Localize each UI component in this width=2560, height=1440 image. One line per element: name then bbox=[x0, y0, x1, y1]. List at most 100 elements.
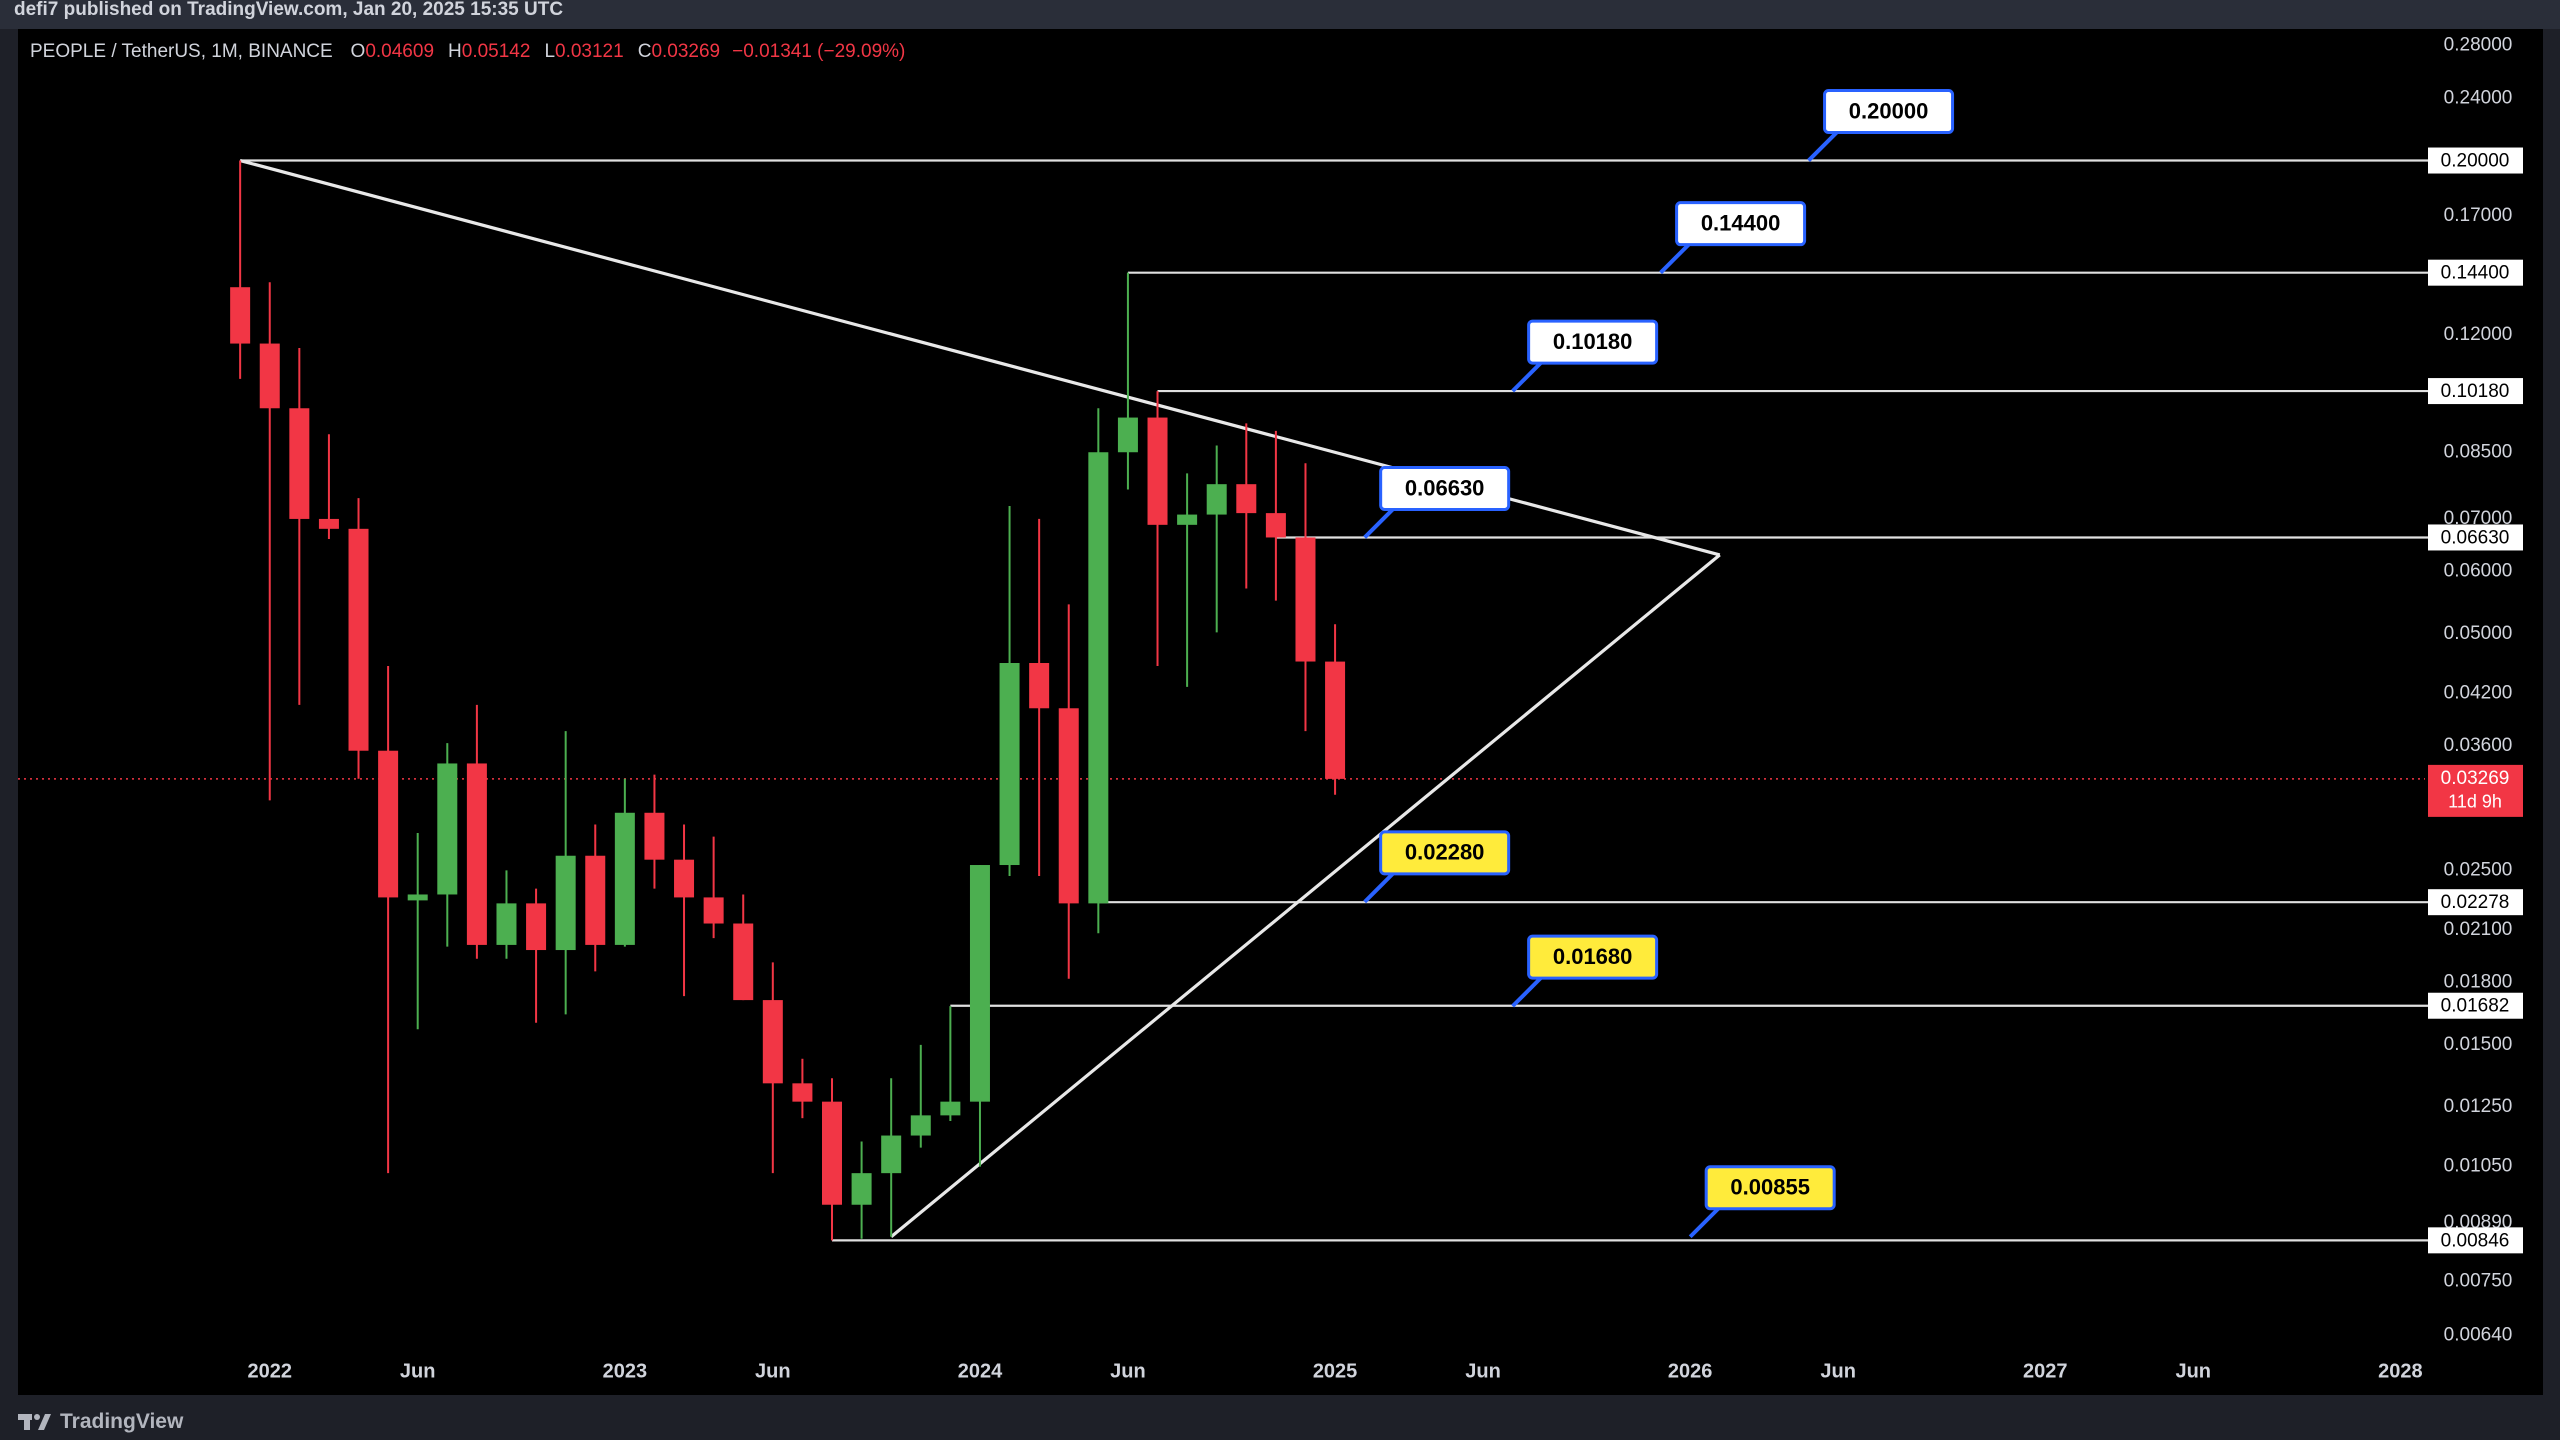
candle-body bbox=[644, 812, 665, 860]
candle-body bbox=[733, 923, 754, 1001]
callout-box bbox=[1379, 830, 1511, 876]
callout-text: 0.00855 bbox=[1730, 1175, 1810, 1200]
candle-body bbox=[466, 763, 487, 945]
x-tick-label: 2023 bbox=[603, 1360, 648, 1382]
candle-body bbox=[1147, 417, 1168, 525]
y-tick-label: 0.17000 bbox=[2444, 205, 2513, 226]
candle-body bbox=[555, 855, 576, 951]
callout-text: 0.02280 bbox=[1405, 840, 1485, 865]
candle-body bbox=[407, 894, 428, 901]
published-text: defi7 published on TradingView.com, Jan … bbox=[14, 0, 564, 20]
x-tick-label: 2025 bbox=[1313, 1360, 1358, 1382]
callout-text: 0.10180 bbox=[1553, 329, 1633, 354]
ohlc-value: 0.04609 bbox=[365, 41, 435, 62]
x-tick-label: 2026 bbox=[1668, 1360, 1713, 1382]
candle-body bbox=[1265, 513, 1286, 538]
trendline bbox=[890, 553, 1721, 1238]
callout-pointer bbox=[1688, 1207, 1720, 1239]
callout-pointer bbox=[1807, 131, 1838, 162]
candle-body bbox=[526, 903, 547, 951]
y-tick-label: 0.01500 bbox=[2444, 1034, 2513, 1055]
candle-body bbox=[881, 1135, 902, 1174]
level-tag bbox=[2428, 147, 2523, 174]
candle-body bbox=[289, 408, 310, 519]
x-tick-label: 2027 bbox=[2023, 1360, 2068, 1382]
candle-body bbox=[792, 1083, 813, 1102]
x-tick-label: 2022 bbox=[247, 1360, 292, 1382]
callout-box bbox=[1379, 465, 1511, 511]
legend: PEOPLE / TetherUS, 1M, BINANCE O0.04609 H… bbox=[30, 41, 917, 63]
callout-pointer bbox=[1363, 872, 1395, 904]
candle-body bbox=[1029, 663, 1050, 709]
level-tag-text: 0.01682 bbox=[2441, 996, 2510, 1017]
callout-box bbox=[1675, 201, 1807, 247]
y-tick-label: 0.03600 bbox=[2444, 735, 2513, 756]
ohlc-key: C bbox=[637, 41, 652, 62]
candle-body bbox=[614, 812, 635, 945]
y-tick-label: 0.04200 bbox=[2444, 682, 2513, 703]
candle-body bbox=[910, 1115, 931, 1136]
y-tick-label: 0.00640 bbox=[2444, 1325, 2513, 1346]
candle-body bbox=[1177, 514, 1198, 525]
candle-body bbox=[318, 518, 339, 529]
candle-body bbox=[940, 1101, 961, 1116]
y-tick-label: 0.08500 bbox=[2444, 442, 2513, 463]
level-tag bbox=[2428, 889, 2523, 916]
x-tick-label: Jun bbox=[1465, 1360, 1501, 1382]
candle-body bbox=[969, 865, 990, 1102]
candle-body bbox=[230, 287, 251, 344]
y-tick-label: 0.12000 bbox=[2444, 324, 2513, 345]
brand: TradingView bbox=[60, 1410, 184, 1433]
candle-body bbox=[851, 1173, 872, 1205]
candle-body bbox=[1295, 537, 1316, 662]
y-tick-label: 0.24000 bbox=[2444, 87, 2513, 108]
footer: TradingView bbox=[18, 1410, 183, 1434]
candle-body bbox=[1117, 417, 1138, 453]
x-tick-label: 2024 bbox=[958, 1360, 1003, 1382]
x-tick-label: Jun bbox=[2175, 1360, 2211, 1382]
candle-body bbox=[259, 343, 280, 409]
y-tick-label: 0.05000 bbox=[2444, 623, 2513, 644]
ohlc-key: L bbox=[544, 41, 556, 62]
level-tag-text: 0.06630 bbox=[2441, 527, 2510, 548]
level-tag bbox=[2428, 992, 2523, 1019]
callout-text: 0.14400 bbox=[1701, 210, 1781, 235]
x-tick-label: Jun bbox=[400, 1360, 436, 1382]
candle-body bbox=[585, 855, 606, 945]
ohlc-value: 0.03269 bbox=[651, 41, 721, 62]
callout-box bbox=[1823, 89, 1955, 135]
callout-pointer bbox=[1659, 243, 1691, 275]
ohlc-key: H bbox=[448, 41, 462, 62]
y-tick-label: 0.07000 bbox=[2444, 508, 2513, 529]
level-tag-text: 0.02278 bbox=[2441, 892, 2510, 913]
level-tag bbox=[2428, 378, 2523, 405]
candle-body bbox=[762, 1000, 783, 1084]
level-tag-text: 0.20000 bbox=[2441, 151, 2510, 172]
candle-body bbox=[378, 750, 399, 898]
x-tick-label: Jun bbox=[755, 1360, 791, 1382]
candle-body bbox=[999, 663, 1020, 866]
y-tick-label: 0.01250 bbox=[2444, 1096, 2513, 1117]
callout-box bbox=[1527, 319, 1659, 365]
y-tick-label: 0.00750 bbox=[2444, 1270, 2513, 1291]
ohlc-key: O bbox=[350, 41, 366, 62]
x-tick-label: 2028 bbox=[2378, 1360, 2423, 1382]
candle-body bbox=[1088, 452, 1109, 904]
y-tick-label: 0.06000 bbox=[2444, 561, 2513, 582]
symbol: PEOPLE / TetherUS, 1M, BINANCE bbox=[30, 41, 333, 62]
callout-text: 0.01680 bbox=[1553, 944, 1633, 969]
candle-body bbox=[496, 903, 517, 945]
last-price-tag bbox=[2428, 764, 2523, 817]
y-tick-label: 0.28000 bbox=[2444, 35, 2513, 56]
candle-body bbox=[1206, 484, 1227, 515]
x-tick-label: Jun bbox=[1820, 1360, 1856, 1382]
level-tag-text: 0.14400 bbox=[2441, 263, 2510, 284]
chart-panel bbox=[18, 29, 2543, 1395]
candle-body bbox=[437, 763, 458, 895]
candle-body bbox=[674, 859, 695, 898]
ohlc-value: 0.03121 bbox=[555, 41, 624, 62]
level-tag-text: 0.10180 bbox=[2441, 381, 2510, 402]
level-tag bbox=[2428, 259, 2523, 286]
